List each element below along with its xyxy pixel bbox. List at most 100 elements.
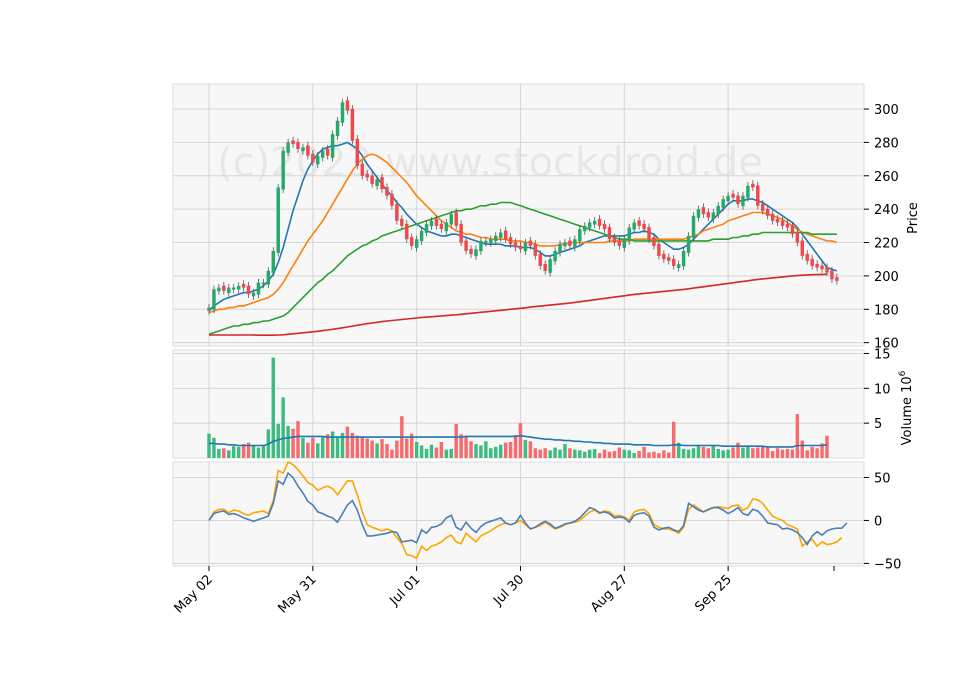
volume-bar	[592, 448, 597, 458]
candle-body	[632, 222, 636, 230]
candle-body	[706, 212, 711, 218]
volume-bar	[311, 437, 315, 458]
volume-bar	[642, 446, 646, 458]
volume-bar	[395, 440, 399, 458]
volume-bar	[360, 436, 364, 458]
volume-bar	[429, 444, 434, 458]
candle-body	[266, 270, 271, 285]
volume-bar	[770, 451, 775, 458]
candle-body	[390, 193, 394, 206]
volume-bar	[573, 449, 577, 458]
volume-bar	[548, 450, 552, 458]
candle-body	[335, 120, 340, 137]
volume-bar	[424, 448, 429, 458]
volume-bar	[405, 438, 409, 458]
x-axis: May 02 May 31 Jul 01 Jul 30 Aug 27 Sep 25	[172, 566, 835, 616]
candle-body	[360, 163, 364, 176]
volume-axis-exponent: 6	[898, 370, 908, 376]
candle-body	[568, 240, 572, 246]
volume-bar	[795, 414, 800, 458]
volume-bar	[607, 451, 612, 458]
candle-body	[489, 239, 493, 243]
volume-bar	[385, 444, 389, 458]
candle-body	[236, 285, 241, 290]
volume-bar	[681, 448, 686, 458]
volume-bar	[553, 447, 557, 458]
y-tick-label: 10	[874, 382, 891, 397]
candle-body	[597, 218, 602, 226]
volume-bar	[513, 435, 518, 458]
volume-bar	[746, 446, 750, 458]
volume-bar	[691, 448, 696, 458]
candle-body	[380, 177, 384, 190]
x-tick-label: May 31	[275, 572, 319, 616]
volume-bar	[494, 446, 498, 458]
volume-bar	[236, 446, 241, 458]
volume-bar	[736, 442, 740, 458]
volume-bar	[439, 441, 444, 458]
x-tick-label: May 02	[172, 572, 216, 616]
y-tick-label: 260	[874, 170, 899, 185]
candle-body	[780, 220, 785, 226]
volume-grid	[173, 350, 864, 458]
candle-body	[573, 239, 577, 248]
volume-bar	[543, 448, 547, 458]
volume-bar	[533, 448, 538, 458]
candle-body	[711, 212, 716, 220]
candle-body	[672, 258, 676, 266]
candle-body	[212, 289, 216, 310]
volume-bar	[523, 439, 528, 458]
candle-body	[296, 142, 300, 150]
volume-bar	[207, 433, 211, 458]
candle-body	[227, 287, 231, 293]
volume-bar	[296, 421, 300, 458]
candle-body	[736, 195, 740, 205]
candle-body	[513, 242, 518, 248]
volume-bar	[251, 445, 256, 458]
price-panel: (c)2023 www.stockdroid.de 16018020022024…	[172, 83, 921, 352]
y-tick-label: 200	[874, 270, 899, 285]
volume-bar	[365, 438, 369, 458]
volume-bar	[489, 448, 493, 458]
y-tick-label: 50	[874, 471, 891, 486]
volume-bar	[597, 453, 602, 458]
candle-body	[276, 187, 280, 253]
volume-bar	[667, 452, 671, 458]
candle-body	[414, 239, 419, 248]
volume-bar	[479, 445, 483, 458]
y-tick-label: 15	[874, 347, 891, 362]
volume-bar	[276, 423, 280, 458]
candle-body	[246, 285, 251, 295]
candle-body	[311, 153, 315, 163]
candle-body	[676, 264, 681, 268]
volume-bar	[790, 449, 795, 458]
candle-body	[627, 227, 631, 242]
volume-bar	[756, 447, 760, 458]
volume-bar	[375, 443, 379, 458]
candle-body	[395, 203, 399, 221]
volume-bar	[212, 437, 216, 458]
candle-body	[830, 270, 834, 280]
price-panel-background	[172, 83, 865, 347]
volume-axis-label: Volume 106	[898, 370, 915, 445]
candle-body	[503, 230, 508, 240]
candle-body	[642, 223, 646, 230]
volume-bar	[217, 448, 221, 458]
volume-bar	[306, 442, 310, 458]
volume-bar	[751, 448, 755, 458]
volume-bar	[291, 428, 295, 458]
volume-panel: 5 10 15 Volume 106	[172, 347, 915, 459]
candle-body	[825, 267, 829, 273]
candle-body	[741, 195, 745, 207]
candle-body	[222, 285, 226, 291]
volume-bar	[568, 448, 572, 458]
candle-body	[231, 287, 236, 290]
volume-bar	[409, 433, 414, 458]
candle-body	[291, 140, 295, 145]
candle-body	[612, 237, 617, 243]
y-tick-label: 5	[874, 417, 882, 432]
volume-bars	[207, 357, 829, 458]
candle-body	[494, 235, 498, 242]
volume-bar	[578, 450, 582, 458]
